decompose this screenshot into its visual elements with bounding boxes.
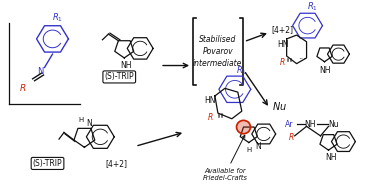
Text: NH: NH bbox=[121, 61, 132, 70]
Text: Ar: Ar bbox=[285, 120, 293, 129]
Text: [4+2]: [4+2] bbox=[105, 159, 127, 168]
Text: R: R bbox=[20, 84, 26, 93]
Text: NH: NH bbox=[305, 120, 316, 129]
Text: Nu: Nu bbox=[328, 120, 339, 129]
Text: N: N bbox=[255, 142, 260, 151]
Text: R$_1$: R$_1$ bbox=[307, 0, 318, 13]
Text: [4+2]: [4+2] bbox=[272, 25, 294, 34]
Text: N: N bbox=[87, 119, 92, 128]
Text: $\mathbf{\mathit{Nu}}$: $\mathbf{\mathit{Nu}}$ bbox=[272, 100, 287, 112]
Text: Stabilised
Povarov
intermediate: Stabilised Povarov intermediate bbox=[193, 35, 243, 68]
Text: Available for
Friedel-Crafts: Available for Friedel-Crafts bbox=[202, 135, 247, 181]
Text: H: H bbox=[246, 147, 252, 153]
Text: R$_1$: R$_1$ bbox=[236, 64, 247, 76]
Text: ···: ··· bbox=[297, 55, 305, 64]
Text: R$_1$: R$_1$ bbox=[52, 12, 63, 24]
Text: HN: HN bbox=[277, 40, 288, 49]
Text: (S)-TRIP: (S)-TRIP bbox=[104, 72, 134, 81]
Text: H: H bbox=[78, 117, 84, 123]
Text: NH: NH bbox=[320, 66, 331, 75]
Text: NH: NH bbox=[326, 153, 337, 162]
Text: HN: HN bbox=[204, 96, 216, 105]
Circle shape bbox=[237, 120, 251, 134]
Text: R: R bbox=[289, 133, 294, 142]
Text: (S)-TRIP: (S)-TRIP bbox=[33, 159, 62, 168]
Text: R: R bbox=[280, 58, 285, 67]
Text: R: R bbox=[207, 113, 212, 122]
Text: N: N bbox=[37, 67, 44, 76]
